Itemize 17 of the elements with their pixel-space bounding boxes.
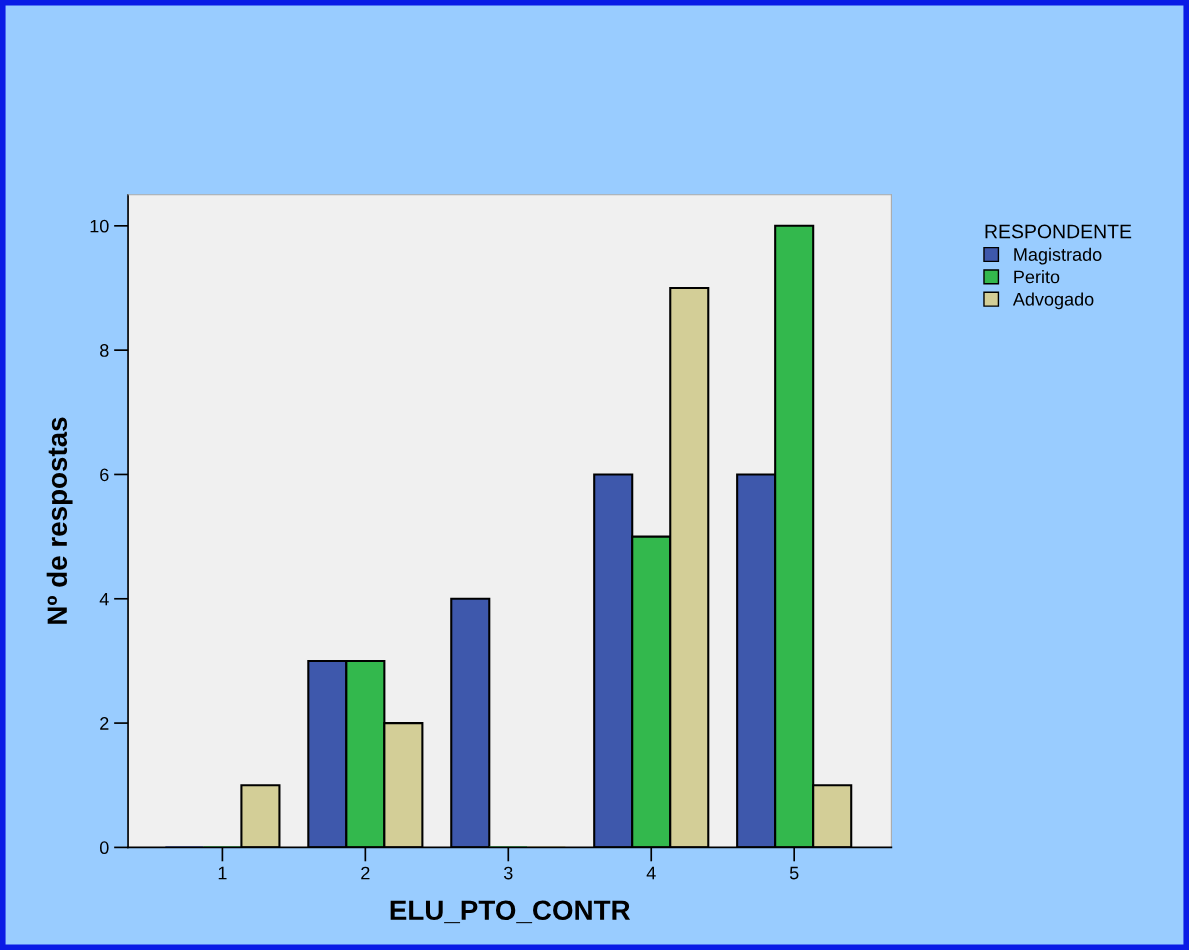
y-tick-label: 4 (99, 592, 109, 606)
y-tick-label: 6 (100, 468, 109, 482)
x-tick-label: 4 (646, 866, 656, 880)
x-axis-title: ELU_PTO_CONTR (390, 900, 631, 924)
legend-title: RESPONDENTE (985, 224, 1132, 239)
y-tick-label: 10 (90, 219, 109, 233)
legend-label: Magistrado (1014, 247, 1102, 265)
legend-label: Advogado (1012, 292, 1094, 310)
x-tick-label: 2 (361, 866, 370, 880)
y-tick-label: 8 (100, 344, 109, 357)
x-tick-label: 1 (218, 866, 227, 880)
y-tick-label: 0 (99, 841, 109, 855)
y-axis-title: Nº de respostas (46, 417, 73, 624)
legend-label: Perito (1014, 270, 1060, 284)
y-tick-label: 2 (100, 717, 109, 730)
x-tick-label: 5 (789, 866, 799, 880)
x-tick-label: 3 (503, 866, 513, 880)
